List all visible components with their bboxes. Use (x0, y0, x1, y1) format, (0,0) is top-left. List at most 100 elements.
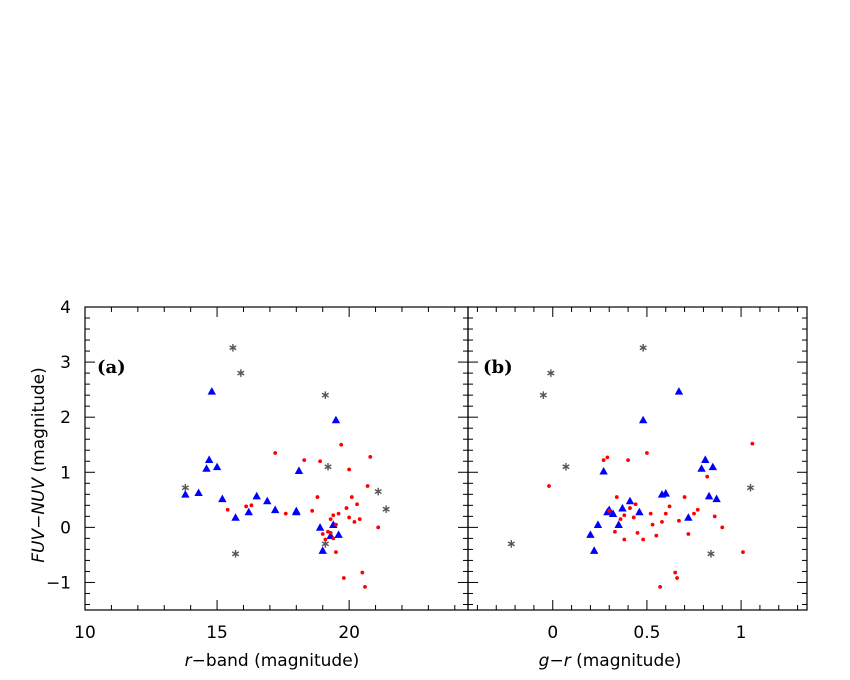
panel-b-frame (467, 306, 808, 611)
circle-point (310, 508, 315, 513)
circle-point (341, 576, 346, 580)
triangle-point (231, 513, 240, 521)
asterisk-point (707, 550, 715, 558)
panel-a-frame (84, 306, 469, 611)
circle-point (618, 517, 623, 521)
x-tick-label-a: 10 (74, 623, 96, 643)
circle-point (376, 525, 381, 530)
triangle-point (244, 507, 253, 516)
triangle-point (207, 387, 216, 395)
circle-point (318, 459, 322, 464)
triangle-point (704, 491, 714, 500)
triangle-point (661, 489, 670, 497)
triangle-point (684, 513, 693, 521)
triangle-point (608, 509, 618, 517)
circle-point (328, 517, 333, 521)
y-axis-label-main: FUV−NUV (29, 477, 49, 563)
triangle-point (202, 464, 211, 472)
circle-point (336, 511, 341, 516)
triangle-point (294, 466, 304, 474)
triangle-point (701, 455, 710, 463)
x-tick-label-b: 0 (547, 623, 558, 643)
y-axis-label: FUV−NUV (magnitude) (29, 367, 49, 563)
triangle-point (318, 546, 327, 554)
triangle-point (263, 496, 272, 505)
asterisk-point (746, 483, 755, 492)
asterisk-point (321, 391, 330, 399)
y-tick-label: 2 (60, 408, 71, 428)
triangle-point (674, 387, 684, 395)
triangle-point (599, 466, 608, 475)
y-tick-label: 4 (60, 298, 71, 318)
triangle-point (334, 530, 343, 538)
circle-point (682, 495, 687, 499)
triangle-point (625, 496, 635, 505)
circle-point (339, 442, 344, 447)
circle-point (695, 507, 700, 512)
circle-point (663, 511, 668, 516)
triangle-point (218, 494, 227, 503)
triangle-point (697, 464, 706, 472)
circle-point (712, 514, 717, 519)
x-tick-label-a: 15 (206, 623, 228, 643)
asterisk-point (507, 540, 515, 548)
triangle-point (194, 488, 203, 497)
circle-point (650, 522, 655, 527)
triangle-point (315, 523, 325, 531)
x-axis-label-b: g−r (magnitude) (539, 651, 682, 671)
x-axis-label-a-var: r (185, 651, 193, 671)
circle-point (675, 576, 679, 580)
circle-point (658, 584, 662, 589)
circle-point (357, 517, 362, 521)
triangle-point (212, 462, 222, 471)
asterisk-point (547, 369, 555, 377)
circle-point (302, 458, 307, 463)
asterisk-point (382, 505, 390, 513)
circle-point (331, 513, 336, 518)
x-tick-label-b: 0.5 (633, 623, 660, 643)
circle-point (349, 495, 354, 499)
triangle-point (593, 520, 603, 528)
circle-point (601, 458, 606, 463)
circle-point (641, 537, 646, 542)
circle-point (628, 506, 632, 510)
circle-point (273, 451, 278, 455)
asterisk-point (237, 369, 245, 377)
circle-point (622, 537, 627, 542)
triangle-point (292, 507, 301, 516)
circle-point (363, 584, 367, 589)
circle-point (347, 515, 352, 520)
circle-point (667, 504, 672, 509)
asterisk-point (231, 550, 240, 558)
circle-point (705, 474, 710, 479)
circle-point (547, 484, 551, 488)
x-axis-label-a: r−band (magnitude) (185, 651, 360, 671)
circle-point (622, 513, 627, 518)
triangle-point (635, 507, 644, 516)
circle-point (614, 495, 619, 499)
triangle-point (270, 505, 280, 514)
circle-point (633, 502, 638, 507)
circle-point (648, 511, 653, 516)
circle-point (249, 503, 254, 508)
circle-point (283, 511, 288, 516)
triangle-point (252, 491, 261, 500)
circle-point (692, 511, 696, 516)
circle-point (750, 441, 755, 446)
triangle-point (181, 490, 190, 498)
circle-point (323, 537, 328, 542)
circle-point (635, 530, 640, 535)
circle-point (334, 550, 338, 555)
asterisk-point (181, 483, 190, 492)
triangle-point (712, 494, 721, 503)
circle-point (352, 519, 357, 524)
circle-point (613, 529, 617, 534)
circle-point (344, 506, 349, 510)
circle-point (686, 532, 691, 536)
triangle-point (614, 520, 623, 528)
triangle-point (204, 455, 214, 463)
x-tick-label-a: 20 (338, 623, 360, 643)
panel-b-label: (b) (483, 357, 513, 378)
circle-point (605, 455, 610, 460)
